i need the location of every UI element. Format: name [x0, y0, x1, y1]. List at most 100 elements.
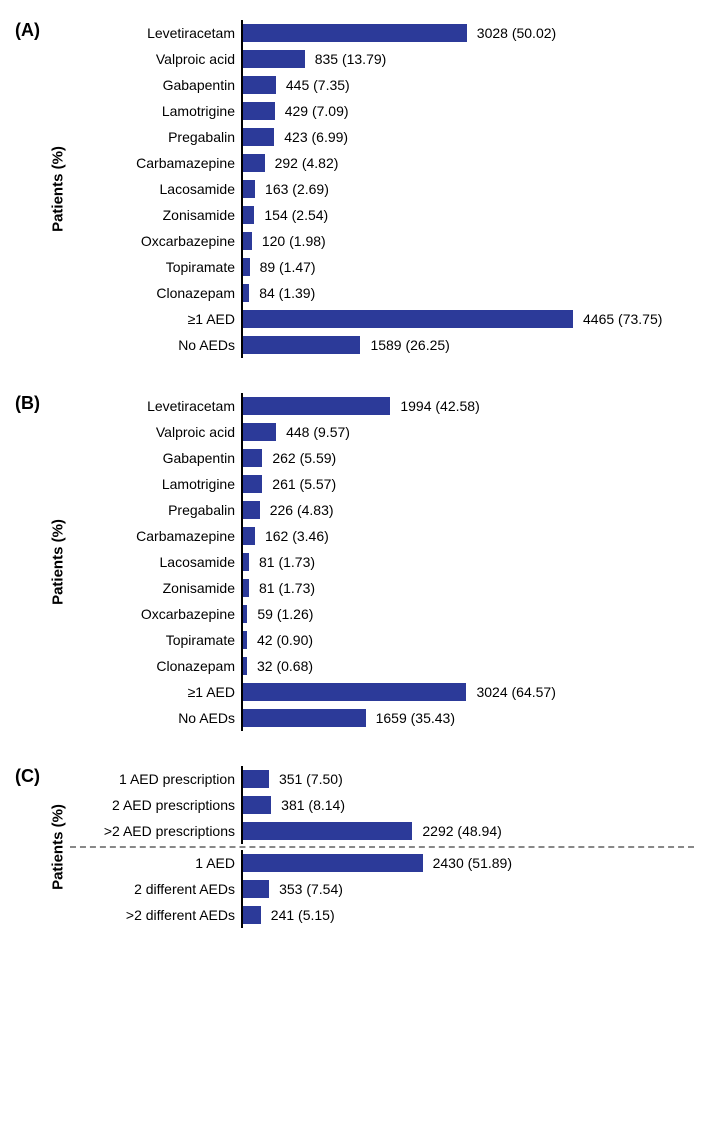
- chart-row: Zonisamide81 (1.73): [70, 575, 694, 601]
- bar: [243, 206, 254, 224]
- chart-row: Levetiracetam1994 (42.58): [70, 393, 694, 419]
- y-axis-label: Patients (%): [49, 146, 66, 232]
- bar-wrap: 226 (4.83): [243, 497, 694, 523]
- bar: [243, 683, 466, 701]
- category-label: 2 AED prescriptions: [70, 797, 241, 813]
- value-label: 3024 (64.57): [466, 684, 555, 700]
- chart-row: Clonazepam84 (1.39): [70, 280, 694, 306]
- chart-row: ≥1 AED 4465 (73.75): [70, 306, 694, 332]
- bar-wrap: 448 (9.57): [243, 419, 694, 445]
- bar-wrap: 262 (5.59): [243, 445, 694, 471]
- value-label: 353 (7.54): [269, 881, 343, 897]
- chart-row: Clonazepam 32 (0.68): [70, 653, 694, 679]
- bar-wrap: 89 (1.47): [243, 254, 694, 280]
- chart-row: Carbamazepine 292 (4.82): [70, 150, 694, 176]
- value-label: 1589 (26.25): [360, 337, 449, 353]
- category-label: Lacosamide: [70, 181, 241, 197]
- chart-area: Levetiracetam1994 (42.58) Valproic acid 44…: [70, 393, 694, 731]
- value-label: 835 (13.79): [305, 51, 387, 67]
- value-label: 89 (1.47): [250, 259, 316, 275]
- bar-wrap: 154 (2.54): [243, 202, 694, 228]
- bar: [243, 102, 275, 120]
- bar-wrap: 292 (4.82): [243, 150, 694, 176]
- bar: [243, 796, 271, 814]
- value-label: 2292 (48.94): [412, 823, 501, 839]
- y-axis-label: Patients (%): [49, 519, 66, 605]
- chart-row: 1 AED2430 (51.89): [70, 850, 694, 876]
- category-label: Lamotrigine: [70, 476, 241, 492]
- bar: [243, 822, 412, 840]
- chart-row: Oxcarbazepine59 (1.26): [70, 601, 694, 627]
- bar: [243, 397, 390, 415]
- bar-wrap: 84 (1.39): [243, 280, 694, 306]
- value-label: 292 (4.82): [265, 155, 339, 171]
- value-label: 423 (6.99): [274, 129, 348, 145]
- value-label: 351 (7.50): [269, 771, 343, 787]
- bar: [243, 180, 255, 198]
- chart-row: 2 different AEDs 353 (7.54): [70, 876, 694, 902]
- value-label: 163 (2.69): [255, 181, 329, 197]
- bar-wrap: 1659 (35.43): [243, 705, 694, 731]
- value-label: 1659 (35.43): [366, 710, 455, 726]
- category-label: Levetiracetam: [70, 398, 241, 414]
- bar-wrap: 2430 (51.89): [243, 850, 694, 876]
- y-axis-label: Patients (%): [49, 804, 66, 890]
- panel: (A) Patients (%)Levetiracetam3028 (50.02)…: [15, 20, 694, 358]
- category-label: Gabapentin: [70, 77, 241, 93]
- category-label: Lamotrigine: [70, 103, 241, 119]
- bar-wrap: 423 (6.99): [243, 124, 694, 150]
- bar-wrap: 3028 (50.02): [243, 20, 694, 46]
- chart-row: 2 AED prescriptions 381 (8.14): [70, 792, 694, 818]
- panel-label: (C): [15, 766, 40, 787]
- chart-row: Gabapentin445 (7.35): [70, 72, 694, 98]
- chart-row: 1 AED prescription 351 (7.50): [70, 766, 694, 792]
- category-label: Topiramate: [70, 259, 241, 275]
- category-label: Gabapentin: [70, 450, 241, 466]
- value-label: 84 (1.39): [249, 285, 315, 301]
- category-label: 1 AED prescription: [70, 771, 241, 787]
- bar-wrap: 381 (8.14): [243, 792, 694, 818]
- chart-row: Valproic acid 448 (9.57): [70, 419, 694, 445]
- panel-label: (A): [15, 20, 40, 41]
- category-label: Carbamazepine: [70, 155, 241, 171]
- bar: [243, 906, 261, 924]
- category-label: Clonazepam: [70, 658, 241, 674]
- bar: [243, 76, 276, 94]
- bar: [243, 128, 274, 146]
- category-label: Valproic acid: [70, 424, 241, 440]
- chart-row: No AEDs1659 (35.43): [70, 705, 694, 731]
- bar: [243, 232, 252, 250]
- bar: [243, 501, 260, 519]
- category-label: ≥1 AED: [70, 684, 241, 700]
- bar-wrap: 445 (7.35): [243, 72, 694, 98]
- chart-row: Pregabalin226 (4.83): [70, 497, 694, 523]
- bar: [243, 310, 573, 328]
- category-label: Carbamazepine: [70, 528, 241, 544]
- bar: [243, 854, 423, 872]
- chart-row: Oxcarbazepine120 (1.98): [70, 228, 694, 254]
- chart-area: Levetiracetam3028 (50.02)Valproic acid83…: [70, 20, 694, 358]
- category-label: >2 different AEDs: [70, 907, 241, 923]
- value-label: 59 (1.26): [247, 606, 313, 622]
- chart-row: >2 AED prescriptions2292 (48.94): [70, 818, 694, 844]
- category-label: 2 different AEDs: [70, 881, 241, 897]
- value-label: 448 (9.57): [276, 424, 350, 440]
- chart-area: 1 AED prescription 351 (7.50) 2 AED prescr…: [70, 766, 694, 844]
- value-label: 81 (1.73): [249, 554, 315, 570]
- bar-wrap: 42 (0.90): [243, 627, 694, 653]
- category-label: Lacosamide: [70, 554, 241, 570]
- value-label: 32 (0.68): [247, 658, 313, 674]
- bar: [243, 709, 366, 727]
- chart-row: ≥1 AED 3024 (64.57): [70, 679, 694, 705]
- bar-wrap: 81 (1.73): [243, 549, 694, 575]
- bar-wrap: 163 (2.69): [243, 176, 694, 202]
- value-label: 4465 (73.75): [573, 311, 662, 327]
- category-label: ≥1 AED: [70, 311, 241, 327]
- category-label: Zonisamide: [70, 207, 241, 223]
- panel-label: (B): [15, 393, 40, 414]
- value-label: 261 (5.57): [262, 476, 336, 492]
- bar-wrap: 351 (7.50): [243, 766, 694, 792]
- value-label: 381 (8.14): [271, 797, 345, 813]
- bar: [243, 50, 305, 68]
- category-label: Topiramate: [70, 632, 241, 648]
